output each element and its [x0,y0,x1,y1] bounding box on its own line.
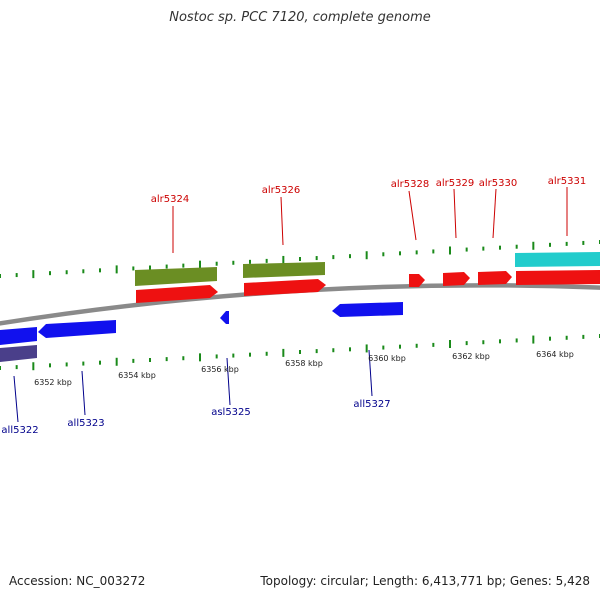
gene-arrow-alr5329[interactable] [443,272,470,286]
leader-all5322 [13,375,19,423]
gene-arrow-alr5330[interactable] [478,271,512,285]
gene-label-alr5331[interactable]: alr5331 [548,176,586,187]
scale-tick-label-6356: 6356 kbp [201,365,239,374]
gene-label-alr5330[interactable]: alr5330 [479,178,517,189]
leader-alr5328 [408,190,417,241]
gene-label-all5322[interactable]: all5322 [1,425,38,436]
gene-feature-purple[interactable] [0,345,37,362]
scale-tick-label-6364: 6364 kbp [536,350,574,359]
gene-arrow-all5322[interactable] [0,327,37,345]
footer-accession: Accession: NC_003272 [9,574,146,588]
gene-arrow-alr5331[interactable] [516,270,600,285]
gene-arrow-alr5328[interactable] [409,274,425,287]
gene-label-alr5324[interactable]: alr5324 [151,194,189,205]
outer-tick-track [0,240,600,279]
scale-tick-labels: 6352 kbp 6354 kbp 6356 kbp 6358 kbp 6360… [34,350,574,387]
leader-all5323 [81,370,86,416]
gene-label-alr5326[interactable]: alr5326 [262,185,300,196]
gene-feature-olive-2[interactable] [243,262,325,278]
gene-label-all5327[interactable]: all5327 [353,399,390,410]
scale-tick-label-6354: 6354 kbp [118,371,156,380]
gene-label-alr5328[interactable]: alr5328 [391,179,429,190]
gene-arrow-alr5326[interactable] [244,279,326,296]
gene-label-asl5325[interactable]: asl5325 [211,407,251,418]
scale-tick-label-6360: 6360 kbp [368,354,406,363]
gene-feature-cyan[interactable] [515,252,600,267]
leader-alr5329 [453,188,457,239]
gene-arrow-asl5325[interactable] [220,311,229,324]
leader-all5327 [368,349,373,397]
leader-alr5330 [492,188,497,239]
gene-arrow-all5327[interactable] [332,302,403,317]
gene-arrow-all5323[interactable] [38,320,116,338]
gene-label-alr5329[interactable]: alr5329 [436,178,474,189]
gene-label-all5323[interactable]: all5323 [67,418,104,429]
footer-genome-summary: Topology: circular; Length: 6,413,771 bp… [260,574,590,588]
gene-feature-olive-1[interactable] [135,267,217,286]
label-leader-lines [13,187,568,423]
scale-tick-label-6352: 6352 kbp [34,378,72,387]
leader-alr5326 [280,196,284,246]
leader-asl5325 [226,357,231,406]
inner-tick-track [0,334,600,371]
scale-tick-label-6358: 6358 kbp [285,359,323,368]
gene-arrow-alr5324[interactable] [136,285,218,303]
feature-track [0,252,600,362]
gene-label-layer: alr5324 alr5326 alr5328 alr5329 alr5330 … [1,176,586,436]
scale-tick-label-6362: 6362 kbp [452,352,490,361]
map-title: Nostoc sp. PCC 7120, complete genome [169,10,431,25]
